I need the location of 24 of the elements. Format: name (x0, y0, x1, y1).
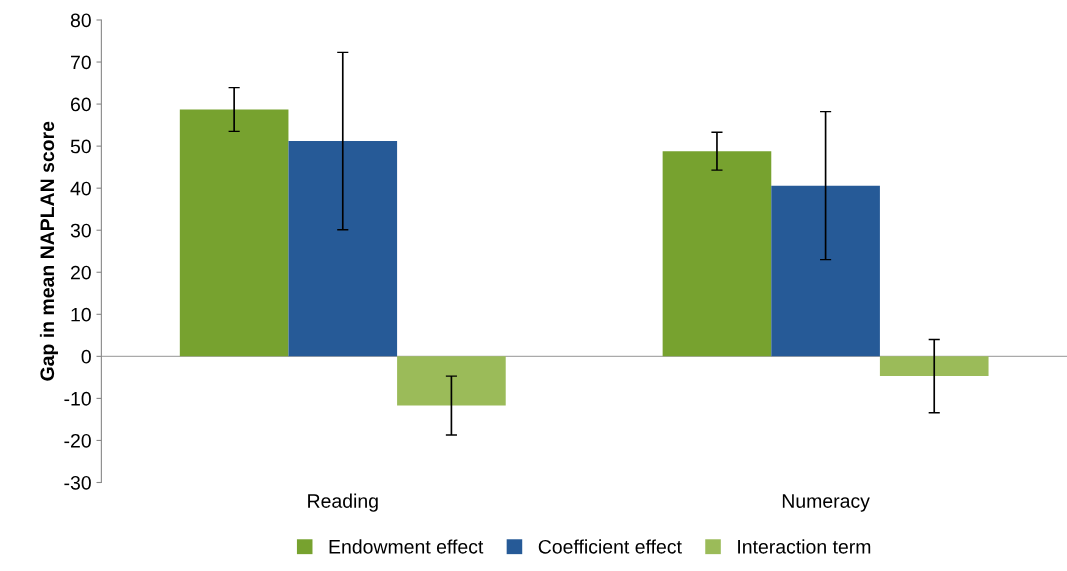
bar (397, 356, 506, 406)
y-axis-title: Gap in mean NAPLAN score (39, 121, 58, 381)
y-tick-label: 60 (71, 97, 91, 112)
y-tick-label: 40 (70, 181, 91, 196)
y-tick-label: -20 (64, 433, 91, 448)
bar (179, 109, 289, 357)
y-tick-label: 10 (71, 307, 91, 322)
y-tick-label: 50 (70, 139, 91, 154)
y-tick-label: 70 (71, 55, 91, 70)
y-tick-label: 20 (71, 265, 91, 280)
y-tick-label: 30 (70, 223, 91, 238)
bar (879, 356, 989, 377)
bar (288, 141, 398, 357)
y-tick-label: 0 (81, 349, 91, 364)
legend-label: Endowment effect (329, 539, 484, 554)
y-tick-label: -10 (64, 391, 91, 406)
x-tick-label: Numeracy (782, 494, 870, 512)
y-tick-label: -30 (64, 475, 91, 490)
legend-label: Interaction term (738, 539, 871, 554)
bar (771, 185, 880, 357)
legend-label: Coefficient effect (538, 539, 682, 554)
y-tick-label: 80 (70, 13, 91, 28)
x-tick-label: Reading (308, 493, 378, 512)
bar (662, 151, 772, 357)
